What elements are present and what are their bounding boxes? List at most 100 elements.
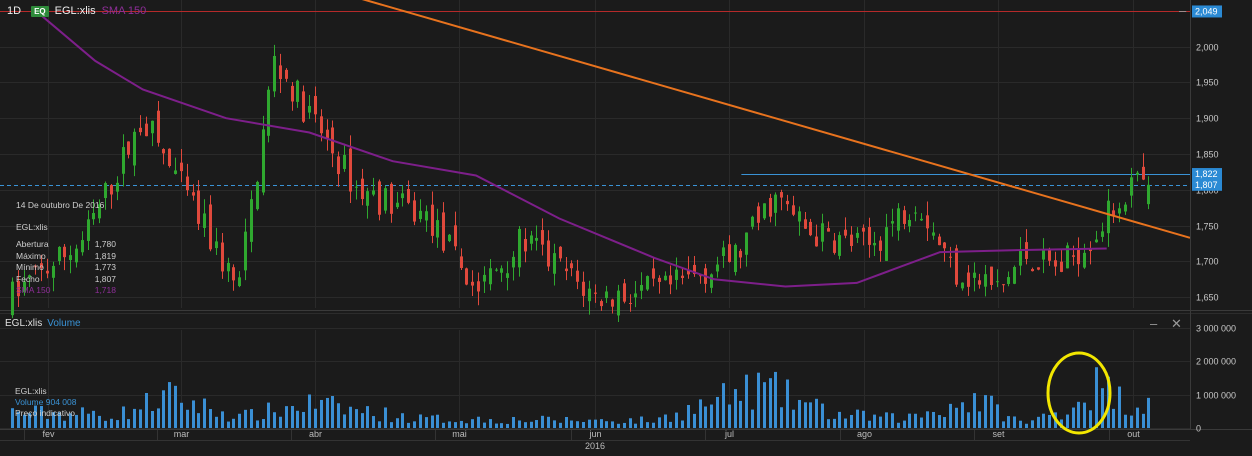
candle-body: [530, 235, 533, 244]
volume-bar: [489, 419, 492, 428]
minimize-icon[interactable]: –: [1179, 3, 1187, 18]
trendline[interactable]: [214, 0, 1191, 239]
candle: [1066, 242, 1069, 269]
volume-bar: [52, 412, 55, 428]
candle: [553, 243, 556, 286]
candle-body: [58, 246, 61, 262]
indicator-label[interactable]: SMA 150: [101, 5, 147, 17]
candle-body: [856, 232, 859, 238]
volume-bar: [17, 411, 20, 428]
candle: [98, 199, 101, 224]
candle-body: [174, 170, 177, 174]
candle-body: [833, 240, 836, 253]
candle-body: [611, 299, 614, 307]
volume-bar: [535, 420, 538, 428]
candle: [1124, 202, 1127, 215]
candle-body: [804, 219, 807, 229]
candle: [978, 273, 981, 289]
close-icon[interactable]: ✕: [1171, 316, 1182, 331]
volume-bar: [547, 416, 550, 428]
candle-body: [1112, 210, 1115, 216]
candle: [1013, 265, 1016, 285]
candle-body: [844, 229, 847, 236]
volume-bar: [110, 418, 113, 428]
candle-body: [751, 216, 754, 227]
symbol-label[interactable]: EGL:xlis: [54, 5, 96, 17]
candle-body: [87, 219, 90, 241]
candle: [63, 243, 66, 271]
volume-bar: [506, 423, 509, 428]
candle: [652, 258, 655, 287]
candle-body: [28, 275, 31, 278]
candle-body: [664, 275, 667, 281]
candle: [687, 256, 690, 279]
candle: [984, 264, 987, 297]
candle: [122, 134, 125, 187]
candle-body: [162, 149, 165, 154]
candle: [897, 203, 900, 241]
candle-body: [763, 203, 766, 219]
candle-body: [285, 69, 288, 79]
volume-bar: [582, 421, 585, 428]
candle: [804, 212, 807, 229]
volume-bar: [1118, 386, 1121, 428]
volume-bar: [326, 397, 329, 428]
timeframe-selector[interactable]: 1D: [7, 5, 22, 17]
minimize-icon[interactable]: –: [1150, 316, 1158, 331]
volume-bar: [844, 418, 847, 428]
candle: [961, 282, 964, 291]
volume-bar: [891, 413, 894, 428]
volume-bar: [576, 421, 579, 428]
candle: [366, 187, 369, 219]
candle: [256, 180, 259, 211]
candle-body: [535, 237, 538, 241]
candle: [1142, 153, 1145, 181]
volume-bar: [302, 411, 305, 428]
volume-title[interactable]: Volume: [47, 318, 81, 329]
candle-body: [197, 190, 200, 224]
candle-body: [541, 230, 544, 245]
candle-body: [232, 267, 235, 281]
candle: [477, 272, 480, 306]
volume-bar: [1130, 415, 1133, 428]
candle: [908, 214, 911, 233]
candle-body: [116, 182, 119, 192]
close-price-tag-text: 1,807: [1195, 180, 1218, 190]
volume-bar: [139, 409, 142, 428]
close-price-tag: [1192, 178, 1222, 191]
candle: [611, 298, 614, 314]
volume-bar: [361, 413, 364, 428]
volume-bar: [238, 413, 241, 428]
volume-bar: [221, 411, 224, 428]
candle-body: [891, 221, 894, 224]
volume-bar: [1136, 407, 1139, 428]
candle-body: [1136, 172, 1139, 175]
candle: [582, 271, 585, 307]
volume-bar: [798, 399, 801, 428]
candle: [1147, 176, 1150, 210]
volume-bar: [908, 413, 911, 428]
volume-bar: [1147, 397, 1150, 428]
candle: [52, 261, 55, 292]
volume-bar: [1037, 416, 1040, 428]
candle: [541, 218, 544, 256]
volume-bar: [693, 413, 696, 428]
candle: [891, 208, 894, 237]
candle-body: [1118, 208, 1121, 214]
candle: [145, 116, 148, 137]
volume-bar: [186, 409, 189, 428]
volume-bar: [710, 404, 713, 428]
candle-body: [133, 131, 136, 166]
volume-bar: [460, 420, 463, 428]
candle: [833, 233, 836, 255]
candle: [361, 168, 364, 206]
x-tick-label: abr: [309, 429, 322, 439]
candle-body: [413, 200, 416, 222]
volume-bar: [1002, 421, 1005, 428]
volume-bar: [1060, 419, 1063, 428]
candle: [296, 79, 299, 108]
candlesticks: [11, 44, 1150, 322]
x-tick-label: out: [1127, 429, 1140, 439]
